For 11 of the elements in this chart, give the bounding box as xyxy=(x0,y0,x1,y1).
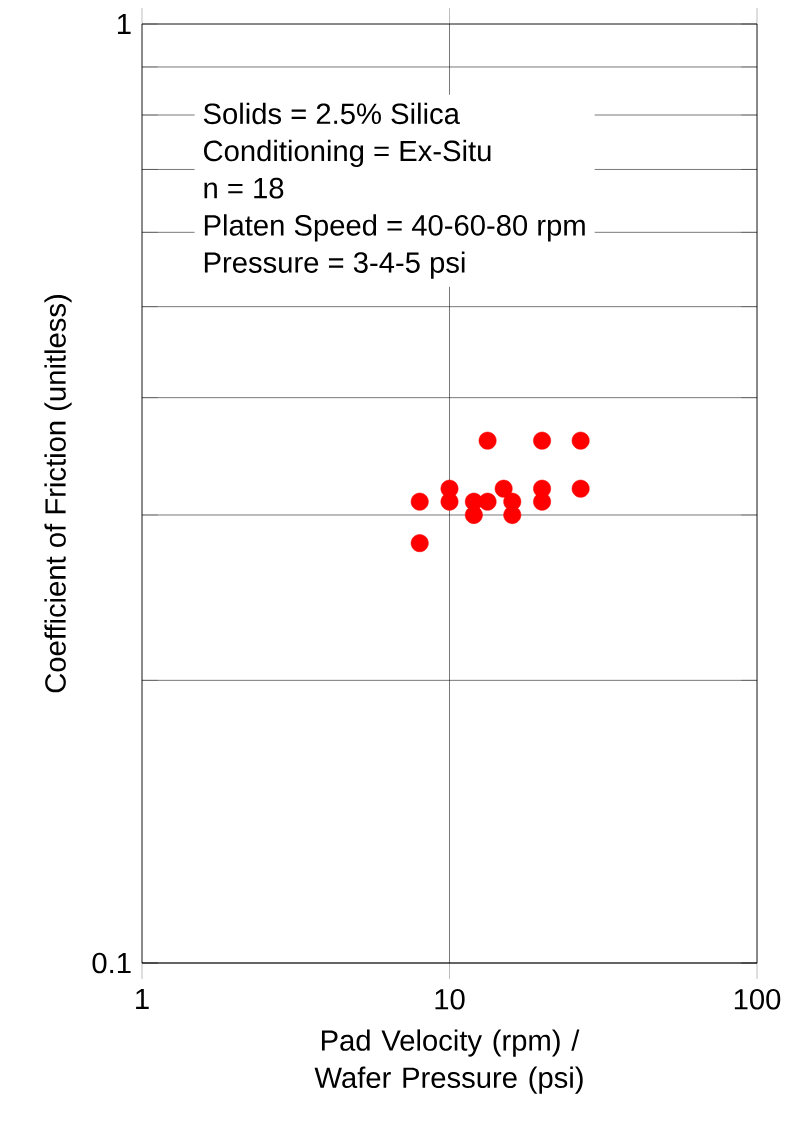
annotation: Pressure = 3-4-5 psi xyxy=(204,251,465,279)
annotation: Solids = 2.5% Silica xyxy=(203,102,460,125)
x-tick-label: 100 xyxy=(734,988,781,1010)
x-tick-label: 1 xyxy=(136,988,149,1010)
x-tick-label: 10 xyxy=(435,988,465,1010)
annotation: Conditioning = Ex-Situ xyxy=(204,139,491,168)
annotation: Platen Speed = 40-60-80 rpm xyxy=(204,214,585,242)
x-axis-title: Pad Velocity (rpm) / Wafer Pressure (psi) xyxy=(314,1029,583,1094)
y-tick-label: 0.1 xyxy=(92,952,131,974)
annotation: n = 18 xyxy=(204,177,284,199)
y-axis-title: Coefficient of Friction (unitless) xyxy=(44,295,72,693)
